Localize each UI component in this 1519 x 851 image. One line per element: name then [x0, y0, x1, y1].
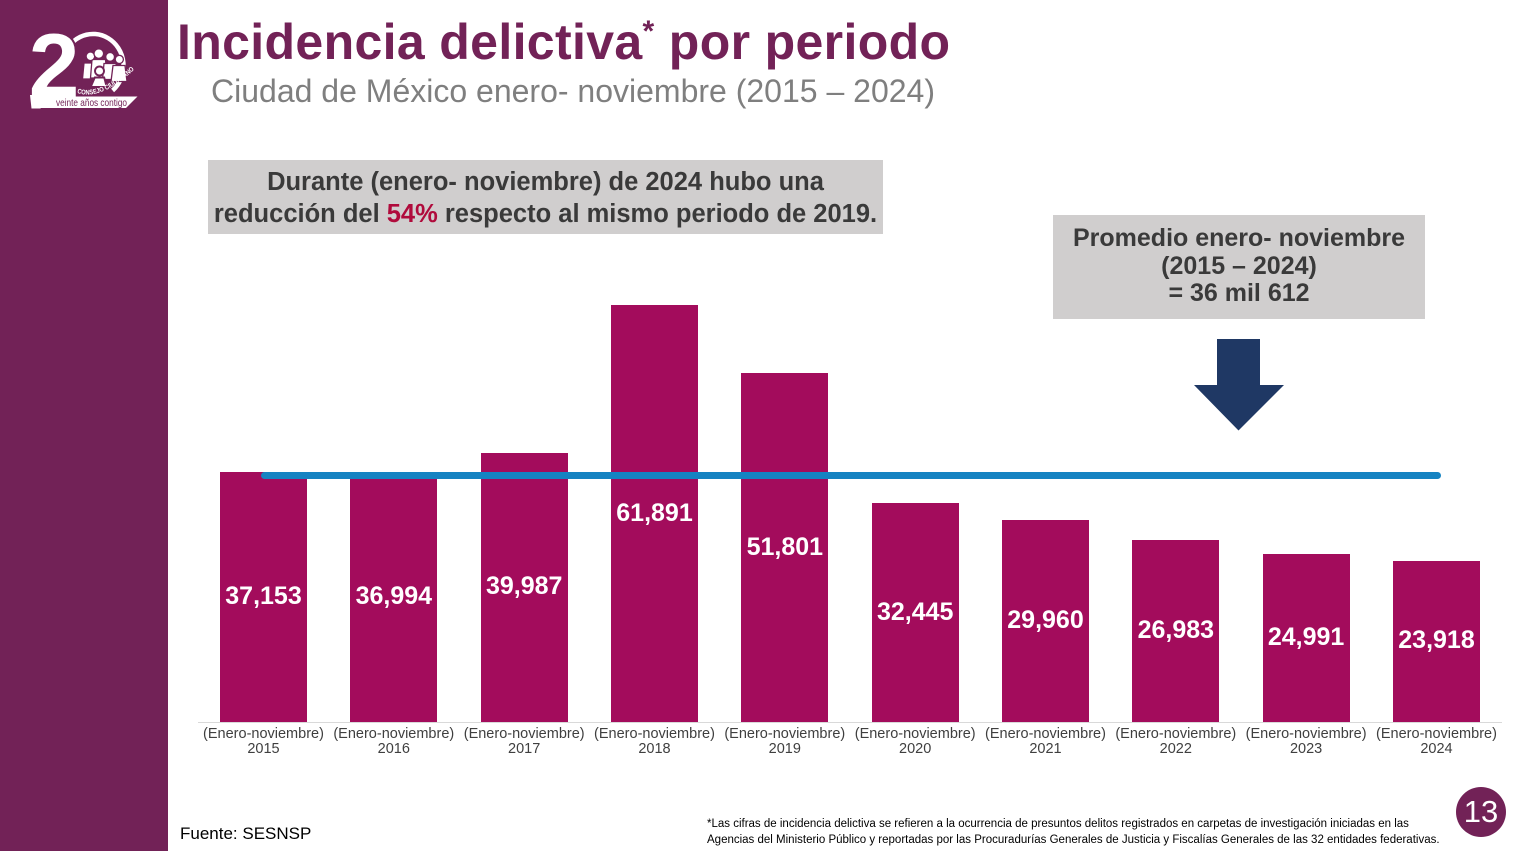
svg-text:veinte años contigo: veinte años contigo [56, 97, 127, 109]
